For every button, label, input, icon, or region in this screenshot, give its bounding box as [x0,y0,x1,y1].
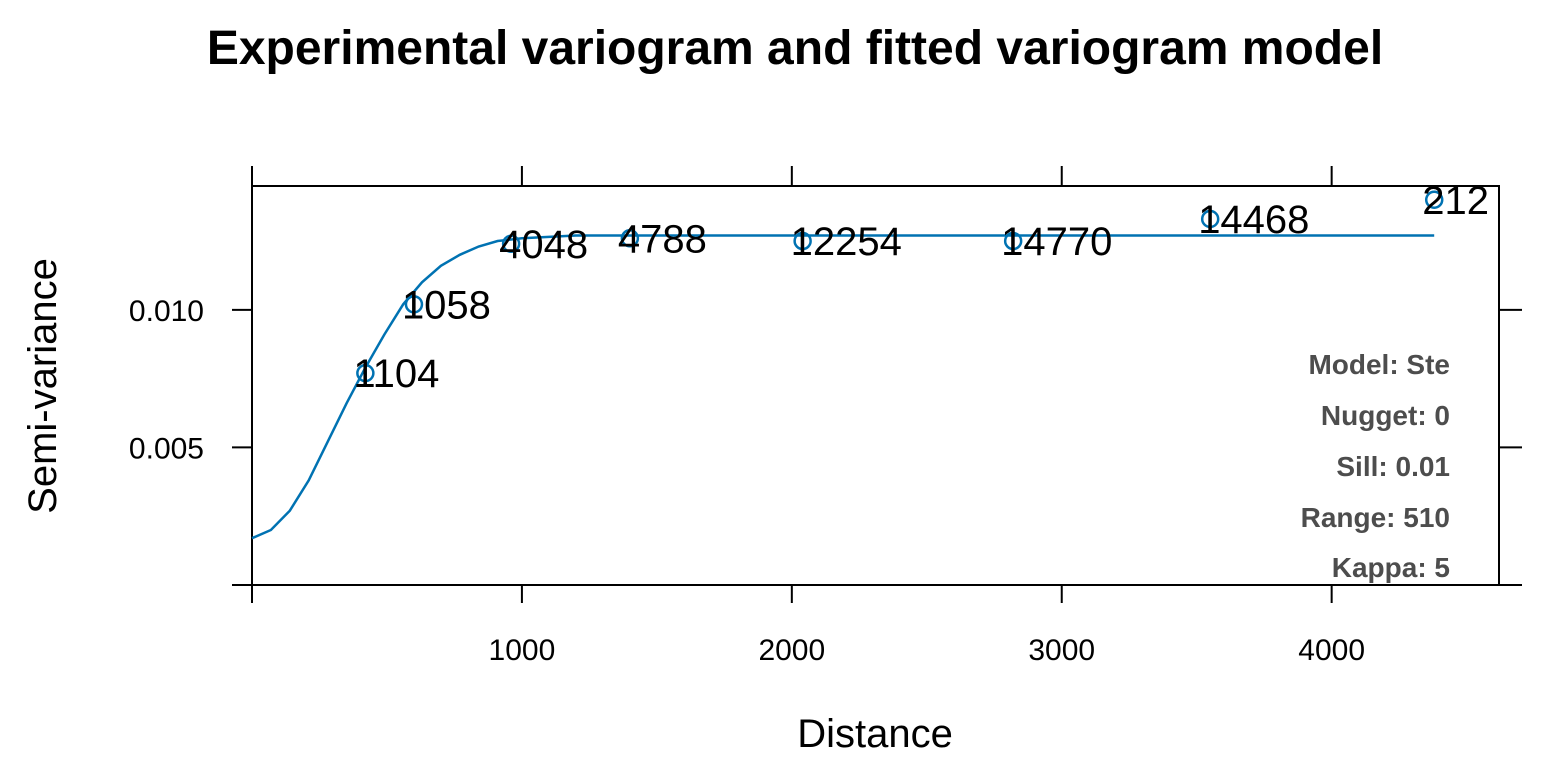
point-count-label: 4048 [499,223,588,267]
point-count-label: 1058 [402,283,491,327]
point-count-label: 14468 [1198,198,1309,242]
y-tick-label: 0.010 [129,295,204,328]
x-tick-label: 3000 [1028,634,1095,667]
data-point [501,234,521,254]
point-count-label: 212 [1422,179,1489,223]
model-info-line: Range: 510 [1301,502,1450,533]
data-point [356,363,375,383]
x-tick-label: 1000 [489,634,556,667]
x-axis-label: Distance [797,712,953,756]
point-count-label: 4788 [618,217,707,261]
model-info-line: Sill: 0.01 [1336,451,1450,482]
data-point [620,229,640,248]
point-count-label: 1104 [353,352,439,396]
model-curve [251,234,1435,540]
point-count-label: 14770 [1001,220,1112,264]
x-tick-label: 2000 [758,634,825,667]
model-info-panel: Model: Ste Nugget: 0 Sill: 0.01 Range: 5… [1301,349,1450,583]
y-axis-label: Semi-variance [21,258,65,514]
model-info-line: Nugget: 0 [1321,400,1450,431]
x-tick-label: 4000 [1298,634,1365,667]
data-point [404,295,424,314]
y-tick-label: 0.005 [129,432,204,465]
data-point [1003,231,1023,251]
model-info-line: Kappa: 5 [1332,552,1450,583]
data-point [793,231,812,251]
model-info-line: Model: Ste [1308,349,1450,380]
data-point [1200,209,1220,229]
axes-group: 1000 2000 3000 4000 0.005 0.010 [129,166,1522,667]
data-point [1424,190,1444,210]
chart-title: Experimental variogram and fitted variog… [207,22,1383,75]
point-count-label: 12254 [791,220,902,264]
